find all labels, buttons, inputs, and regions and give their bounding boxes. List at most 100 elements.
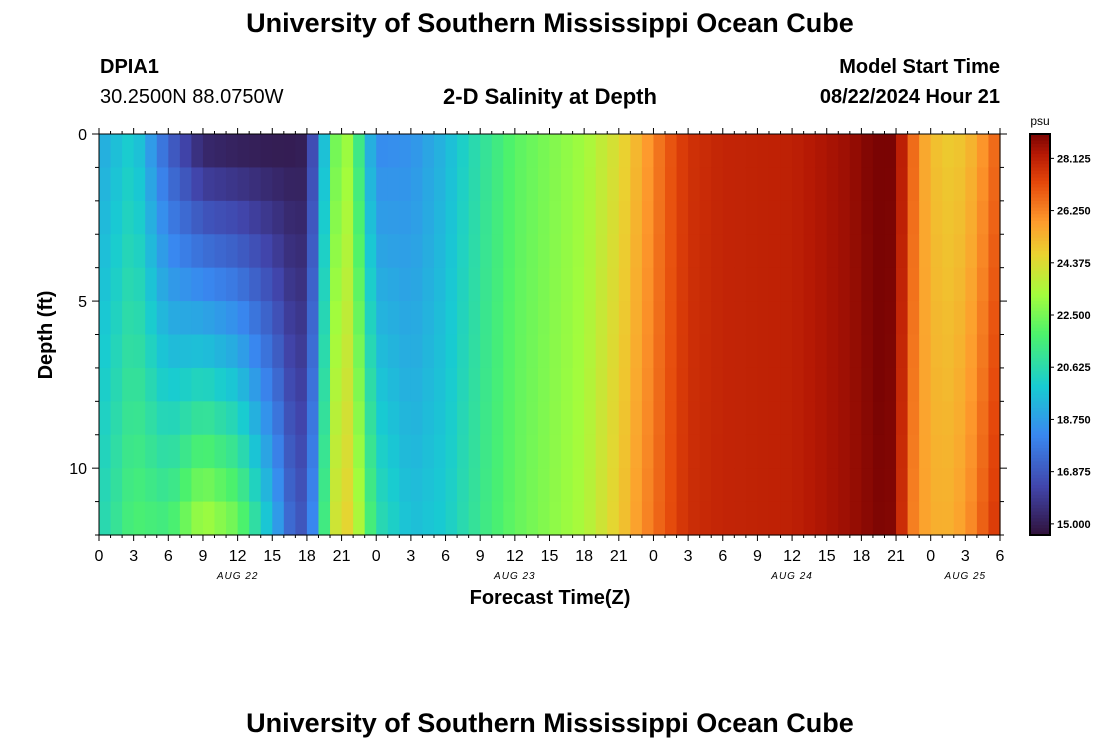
heatmap-cell: [272, 501, 285, 536]
heatmap-cell: [376, 468, 389, 503]
heatmap-cell: [722, 401, 735, 436]
heatmap-cell: [641, 267, 655, 302]
heatmap-cell: [780, 301, 793, 336]
heatmap-cell: [306, 167, 320, 202]
colorbar-segment: [1030, 274, 1050, 279]
heatmap-cell: [734, 367, 747, 402]
heatmap-cell: [145, 301, 158, 336]
heatmap-cell: [965, 401, 978, 436]
colorbar-segment: [1030, 134, 1050, 138]
heatmap-cell: [468, 367, 481, 402]
heatmap-cell: [919, 468, 932, 503]
colorbar-segment: [1030, 444, 1050, 449]
colorbar-segment: [1030, 364, 1050, 369]
heatmap-cell: [399, 167, 412, 202]
heatmap-cell: [953, 200, 966, 235]
heatmap-cell: [757, 301, 770, 336]
heatmap-cell: [953, 434, 966, 469]
colorbar-segment: [1030, 361, 1050, 366]
heatmap-cell: [353, 234, 366, 269]
colorbar-segment: [1030, 271, 1050, 275]
colorbar-segment: [1030, 521, 1050, 526]
heatmap-cell: [757, 367, 770, 402]
heatmap-cell: [665, 367, 678, 402]
heatmap-cell: [503, 367, 516, 402]
heatmap-cell: [653, 200, 666, 235]
colorbar-segment: [1030, 147, 1050, 152]
colorbar-segment: [1030, 428, 1050, 433]
colorbar-segment: [1030, 224, 1050, 229]
colorbar-segment: [1030, 508, 1050, 513]
heatmap-cell: [433, 468, 447, 503]
heatmap-cell: [745, 200, 759, 235]
heatmap-cell: [930, 301, 943, 336]
heatmap-cell: [445, 200, 458, 235]
colorbar-segment: [1030, 197, 1050, 202]
heatmap-cell: [422, 401, 435, 436]
heatmap-cell: [907, 267, 920, 302]
heatmap-cell: [734, 167, 747, 202]
heatmap-cell: [699, 401, 712, 436]
heatmap-cell: [757, 401, 770, 436]
heatmap-cell: [457, 234, 470, 269]
heatmap-cell: [872, 134, 886, 169]
heatmap-cell: [757, 200, 770, 235]
colorbar-segment: [1030, 257, 1050, 262]
heatmap-cell: [295, 134, 308, 169]
colorbar-segment: [1030, 404, 1050, 409]
heatmap-cell: [595, 134, 608, 169]
heatmap-cell: [422, 301, 435, 336]
heatmap-cell: [676, 267, 689, 302]
heatmap-cell: [722, 167, 735, 202]
heatmap-cell: [965, 301, 978, 336]
heatmap-cell: [618, 134, 631, 169]
heatmap-cell: [919, 434, 932, 469]
heatmap-cell: [202, 267, 216, 302]
heatmap-cell: [584, 334, 597, 369]
colorbar-segment: [1030, 227, 1050, 232]
heatmap-cell: [422, 367, 435, 402]
heatmap-cell: [445, 301, 458, 336]
heatmap-cell: [99, 468, 112, 503]
heatmap-cell: [226, 267, 239, 302]
heatmap-cell: [768, 267, 782, 302]
heatmap-cell: [318, 267, 331, 302]
heatmap-cell: [341, 200, 354, 235]
heatmap-cell: [665, 334, 678, 369]
heatmap-cell: [318, 501, 331, 536]
colorbar-segment: [1030, 180, 1050, 185]
heatmap-cell: [133, 367, 146, 402]
heatmap-cell: [353, 401, 366, 436]
heatmap-cell: [815, 334, 828, 369]
heatmap-cell: [318, 367, 331, 402]
heatmap-cell: [965, 501, 978, 536]
heatmap-cell: [699, 234, 712, 269]
colorbar-segment: [1030, 514, 1050, 519]
colorbar-segment: [1030, 291, 1050, 295]
heatmap-cell: [318, 134, 331, 169]
x-tick-label: 18: [575, 548, 593, 565]
heatmap-cell: [734, 501, 747, 536]
y-tick-label: 5: [78, 294, 87, 311]
heatmap-cell: [110, 134, 123, 169]
heatmap-cell: [491, 134, 504, 169]
colorbar-segment: [1030, 424, 1050, 429]
heatmap-cell: [191, 134, 204, 169]
heatmap-cell: [953, 401, 966, 436]
heatmap-cell: [249, 501, 262, 536]
colorbar-segment: [1030, 397, 1050, 402]
heatmap-cell: [561, 401, 574, 436]
heatmap-cell: [399, 234, 412, 269]
heatmap-cell: [815, 434, 828, 469]
heatmap-cell: [526, 468, 539, 503]
heatmap-cell: [549, 334, 562, 369]
heatmap-cell: [145, 200, 158, 235]
colorbar: 28.125 26.250 24.375 22.500 20.625 18.750 16.8…: [1029, 114, 1091, 536]
heatmap-cell: [272, 334, 285, 369]
heatmap-cell: [330, 334, 343, 369]
heatmap-cell: [260, 301, 273, 336]
y-tick-label: 10: [69, 461, 87, 478]
heatmap-cell: [272, 167, 285, 202]
salinity-heatmap-chart: 0 3 6 9 12 15 18 21 0 3 6 9 12 15 18 21 0 3 6 9 12 15 18 21 0 3 6A…: [35, 114, 1091, 609]
colorbar-segment: [1030, 294, 1050, 299]
